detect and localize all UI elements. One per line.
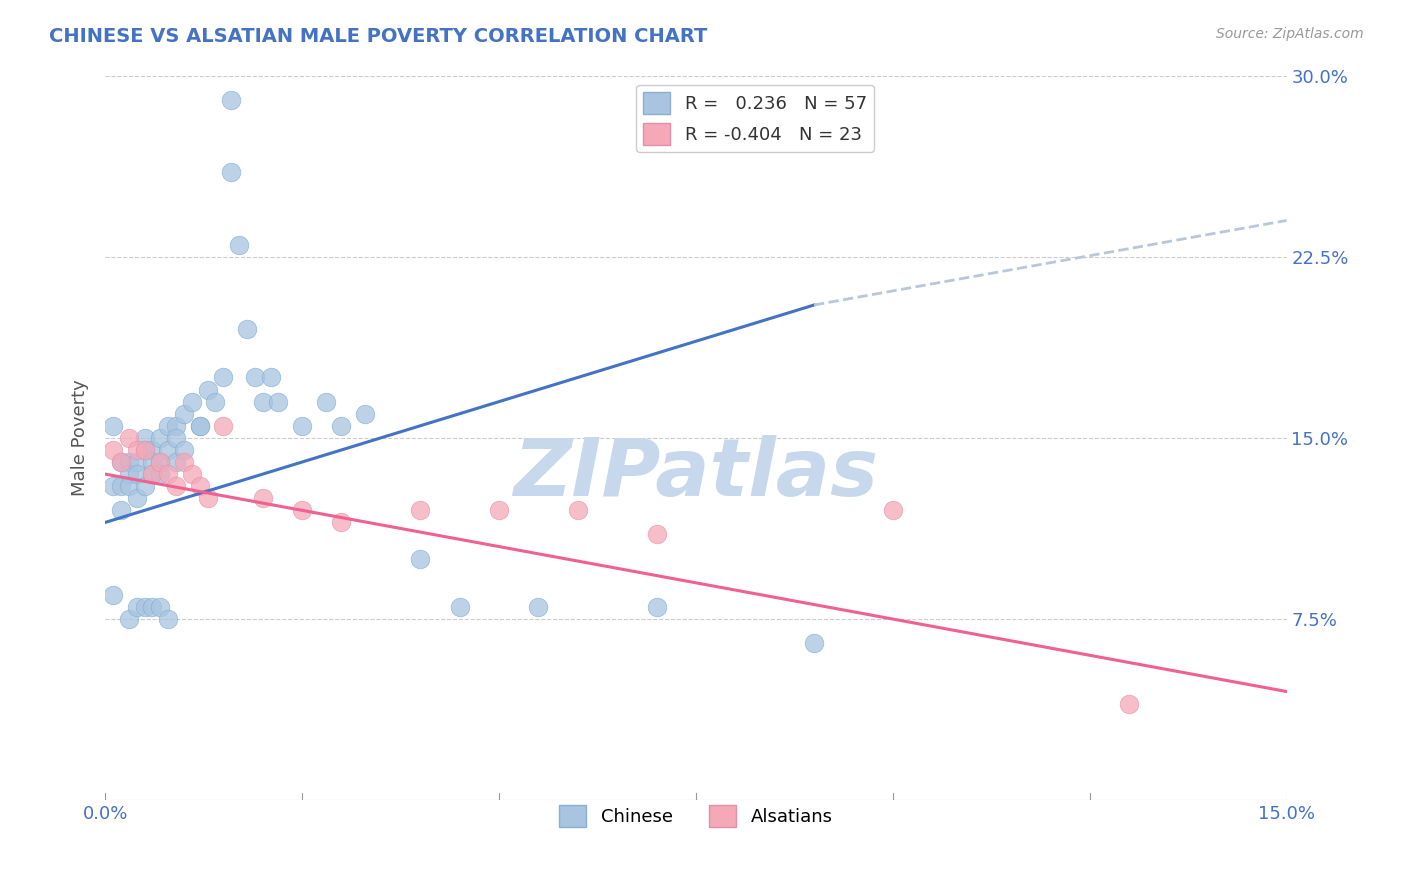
Point xyxy=(118,467,141,482)
Text: CHINESE VS ALSATIAN MALE POVERTY CORRELATION CHART: CHINESE VS ALSATIAN MALE POVERTY CORRELA… xyxy=(49,27,707,45)
Point xyxy=(149,455,172,469)
Point xyxy=(125,467,148,482)
Point xyxy=(134,599,156,614)
Point xyxy=(134,442,156,457)
Point xyxy=(330,516,353,530)
Point xyxy=(110,503,132,517)
Point xyxy=(409,503,432,517)
Point xyxy=(125,599,148,614)
Point xyxy=(165,418,187,433)
Point xyxy=(197,383,219,397)
Point xyxy=(149,467,172,482)
Point xyxy=(149,455,172,469)
Point xyxy=(180,394,202,409)
Point xyxy=(118,431,141,445)
Point xyxy=(141,455,163,469)
Legend: Chinese, Alsatians: Chinese, Alsatians xyxy=(553,798,839,835)
Point xyxy=(180,467,202,482)
Point xyxy=(645,599,668,614)
Text: ZIPatlas: ZIPatlas xyxy=(513,435,879,513)
Point xyxy=(141,442,163,457)
Point xyxy=(188,418,211,433)
Point xyxy=(110,479,132,493)
Point xyxy=(149,431,172,445)
Point xyxy=(157,418,180,433)
Point xyxy=(252,394,274,409)
Point xyxy=(165,479,187,493)
Point xyxy=(173,455,195,469)
Y-axis label: Male Poverty: Male Poverty xyxy=(72,379,89,496)
Point xyxy=(645,527,668,541)
Point xyxy=(567,503,589,517)
Point xyxy=(101,418,124,433)
Point xyxy=(212,418,235,433)
Point xyxy=(141,467,163,482)
Point xyxy=(219,165,242,179)
Point xyxy=(134,442,156,457)
Point xyxy=(330,418,353,433)
Point xyxy=(125,455,148,469)
Point xyxy=(291,503,314,517)
Point xyxy=(267,394,290,409)
Point xyxy=(488,503,510,517)
Point xyxy=(291,418,314,433)
Text: Source: ZipAtlas.com: Source: ZipAtlas.com xyxy=(1216,27,1364,41)
Point xyxy=(409,551,432,566)
Point xyxy=(118,479,141,493)
Point xyxy=(882,503,904,517)
Point xyxy=(354,407,377,421)
Point xyxy=(149,599,172,614)
Point xyxy=(157,612,180,626)
Point xyxy=(110,455,132,469)
Point xyxy=(315,394,337,409)
Point xyxy=(228,237,250,252)
Point xyxy=(125,442,148,457)
Point xyxy=(165,455,187,469)
Point xyxy=(101,479,124,493)
Point xyxy=(141,599,163,614)
Point xyxy=(252,491,274,506)
Point xyxy=(165,431,187,445)
Point xyxy=(141,467,163,482)
Point xyxy=(219,93,242,107)
Point xyxy=(110,455,132,469)
Point xyxy=(1118,697,1140,711)
Point xyxy=(188,418,211,433)
Point xyxy=(157,467,180,482)
Point xyxy=(212,370,235,384)
Point xyxy=(188,479,211,493)
Point xyxy=(101,442,124,457)
Point xyxy=(236,322,259,336)
Point xyxy=(134,479,156,493)
Point xyxy=(197,491,219,506)
Point xyxy=(125,491,148,506)
Point xyxy=(243,370,266,384)
Point xyxy=(803,636,825,650)
Point xyxy=(134,431,156,445)
Point xyxy=(527,599,550,614)
Point xyxy=(173,407,195,421)
Point xyxy=(173,442,195,457)
Point xyxy=(118,455,141,469)
Point xyxy=(157,442,180,457)
Point xyxy=(101,588,124,602)
Point xyxy=(259,370,281,384)
Point xyxy=(204,394,226,409)
Point xyxy=(118,612,141,626)
Point xyxy=(449,599,471,614)
